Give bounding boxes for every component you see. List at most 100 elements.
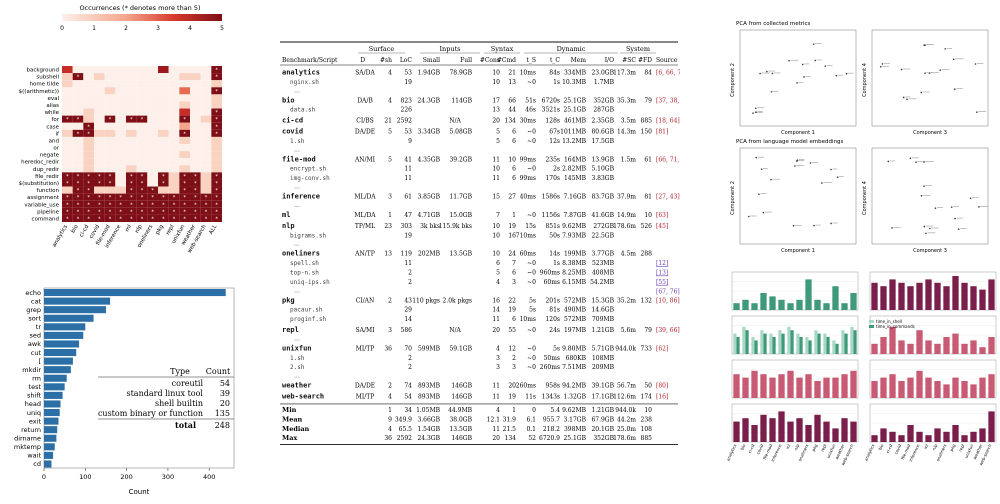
pca-point [835,74,838,77]
source-link[interactable]: [10, 86] [656,297,680,304]
heatmap-star: * [215,174,218,180]
source-link[interactable]: [62] [656,345,668,352]
table-cell: 408MB [592,270,615,277]
table-cell: 2s [553,166,560,173]
pca-point [900,68,903,71]
bench-bar [742,418,749,442]
heatmap-cell [115,73,126,81]
source-link[interactable]: [12] [656,260,668,267]
table-cell: 490MB [564,307,587,314]
heatmap-cell [190,193,201,201]
table-cell: 83.7GB [591,194,614,201]
cmd-total-label: total [175,420,196,430]
script-name: uniq-ips.sh [290,279,330,286]
heatmap-cell [168,207,180,215]
heatmap-cell [83,214,94,222]
bench-bar [916,431,923,442]
heatmap-cell [72,144,84,152]
column-header: I/O [605,57,614,64]
bench-x-label: file-mod [900,443,912,460]
script-name: 1.sh [290,355,305,362]
summary-cell: 0.1 [526,426,536,433]
heatmap-cell [168,108,180,116]
table-cell: 2 [408,364,412,371]
source-link[interactable]: [18, 64] [656,118,680,125]
table-cell: 150 [641,129,653,136]
heatmap-star: * [130,174,133,180]
heatmap-cell [62,94,73,102]
heatmap-col-label: analytics [52,224,70,248]
table-cell: 15.0GB [449,212,472,219]
table-cell: 110 pkgs [412,297,440,304]
table-cell: 50s [549,232,560,239]
table-cell: 13 [492,107,500,114]
table-cell: 1586s [542,194,560,201]
bench-bar [787,370,794,398]
summary-cell: 2592 [397,435,412,442]
table-cell: SA/DA [355,70,375,77]
heatmap-cell [211,108,222,116]
source-link[interactable]: [45] [656,223,668,230]
source-link[interactable]: [81] [656,129,668,136]
script-name: spell.sh [290,260,319,267]
bench-bar [988,337,995,354]
colorbar-tick: 0 [60,25,64,32]
colorbar-tick: 2 [124,25,128,32]
table-cell: 7 [512,260,516,267]
table-cell: TP/ML [355,223,375,230]
heatmap-star: * [205,202,208,208]
bench-bar [952,333,959,354]
heatmap-cell [211,87,222,95]
cmd-type-row: standard linux tool [126,389,203,398]
table-cell: 5.6m [621,327,637,334]
heatmap-cell [115,158,126,166]
column-header: Small [423,57,440,64]
source-link[interactable]: [39, 66] [656,327,680,334]
heatmap-cell [126,207,137,215]
pca-title-embeddings: PCA from language model embeddings [736,139,844,145]
heatmap-cell [158,193,169,201]
pca-point [770,178,772,181]
heatmap-cell [83,172,94,180]
source-link[interactable]: [66, 71, 74] [656,156,691,163]
heatmap-cell [158,101,169,109]
syntax-heatmap: Occurrences (* denotes more than 5) 0 1 2 3… [19,4,224,254]
heatmap-star: * [194,195,197,201]
heatmap-cell [147,115,158,123]
pca-point [760,168,763,170]
source-link[interactable]: [55] [656,279,668,286]
source-link[interactable]: [13] [656,270,668,277]
heatmap-cell [190,179,201,187]
heatmap-cell [147,186,158,194]
source-link[interactable]: [80] [656,383,668,390]
table-cell: 1.94GB [417,70,440,77]
table-cell: 53 [404,70,412,77]
source-link[interactable]: [67, 76] [656,288,680,295]
benchmark-metrics-figure: analytics bio ci-cd covid file-mod inference m… [718,266,1000,500]
heatmap-star: * [77,174,80,180]
bench-x-label: ml [923,443,930,450]
source-link[interactable]: [27, 43] [656,194,680,201]
source-link[interactable]: [37, 38, 41] [656,97,691,104]
source-link[interactable]: [6, 66, 74] [656,70,687,77]
heatmap-cell [104,66,116,74]
heatmap-star: * [77,216,80,222]
source-link[interactable]: [16] [656,394,668,401]
table-cell: 260ms [540,364,560,371]
source-link[interactable]: [63] [656,212,668,219]
heatmap-cell [179,122,190,130]
heatmap-star: * [194,209,197,215]
table-cell: 14 [492,307,500,314]
heatmap-cell [126,151,137,159]
benchmark-name: bio [282,96,295,104]
table-cell: 3 [512,364,516,371]
cmd-count-cell: 20 [220,399,230,408]
pca-point [909,157,912,160]
heatmap-cell [94,179,105,187]
heatmap-star: * [77,188,80,194]
table-ellipsis: ... [294,202,300,209]
heatmap-cell [200,73,212,81]
heatmap-cell [104,73,116,81]
command-bar [44,409,60,417]
heatmap-cell [72,101,84,109]
